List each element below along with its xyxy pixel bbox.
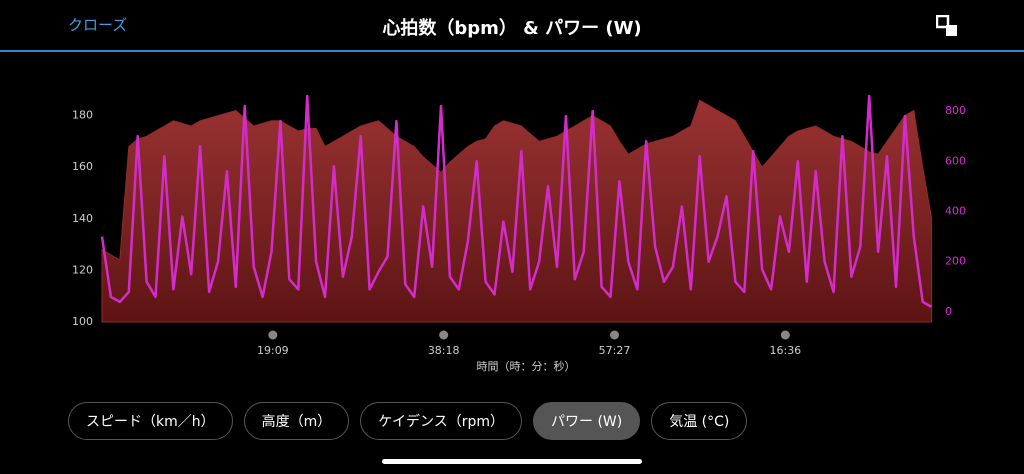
x-tick-label: 57:27 [599, 344, 631, 357]
tab-button[interactable]: 気温 (°C) [651, 402, 748, 440]
title: 心拍数（bpm） & パワー (W) [382, 18, 642, 39]
y-tick-label: 140 [72, 212, 93, 225]
expand-icon[interactable] [936, 15, 958, 37]
x-tick-dot [439, 330, 449, 340]
y2-tick-label: 200 [945, 255, 966, 268]
x-tick-dot [610, 330, 620, 340]
tab-button[interactable]: パワー (W) [533, 402, 641, 440]
x-tick-label: 16:36 [769, 344, 801, 357]
home-indicator [382, 459, 642, 464]
y2-tick-label: 400 [945, 205, 966, 218]
x-tick-dot [268, 330, 278, 340]
tab-bar: スピード（km／h） 高度（m） ケイデンス（rpm） パワー (W) 気温 (°C) [68, 402, 748, 440]
y2-tick-label: 0 [945, 305, 952, 318]
y2-tick-label: 800 [945, 104, 966, 117]
y2-tick-label: 600 [945, 154, 966, 167]
y-tick-label: 160 [72, 160, 93, 173]
y-tick-label: 100 [72, 315, 93, 328]
x-axis-label: 時間（時：分：秒） [477, 359, 576, 373]
close-button[interactable]: クローズ [68, 16, 128, 34]
x-tick-label: 38:18 [428, 344, 460, 357]
y-tick-label: 180 [72, 109, 93, 122]
tab-button[interactable]: スピード（km／h） [68, 402, 233, 440]
y-tick-label: 120 [72, 263, 93, 276]
line [100, 94, 933, 308]
header: クローズ 心拍数（bpm） & パワー (W) [0, 0, 1024, 52]
tab-button[interactable]: 高度（m） [243, 402, 350, 440]
x-tick-label: 19:09 [257, 344, 289, 357]
chart: 時間（時：分：秒） 100 120 140 160 180 0 200 400 600 800 19… [72, 94, 966, 373]
tab-button[interactable]: ケイデンス（rpm） [360, 402, 522, 440]
x-tick-dot [780, 330, 790, 340]
